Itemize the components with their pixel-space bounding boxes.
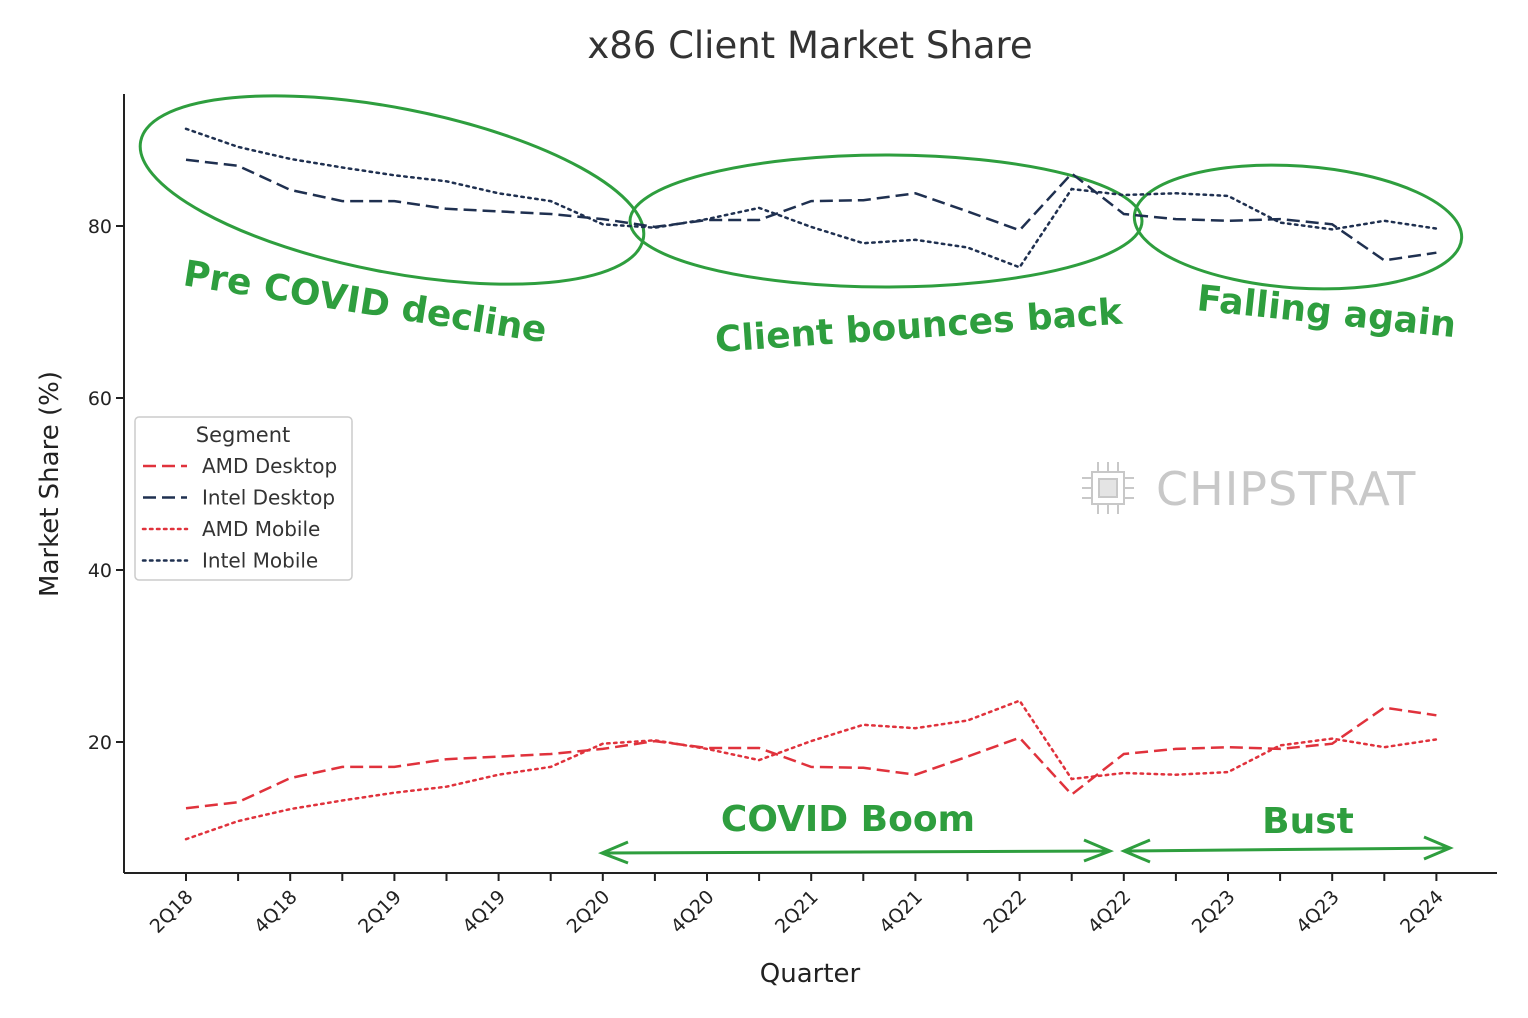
watermark: CHIPSTRAT — [1082, 462, 1416, 516]
y-tick-label: 80 — [88, 216, 112, 238]
bust-arrowhead-right — [1423, 835, 1454, 861]
covid-boom-arrowhead-right — [1083, 838, 1115, 863]
watermark-text: CHIPSTRAT — [1156, 462, 1416, 516]
bust-arrow-line — [1123, 846, 1451, 853]
legend-label: Intel Mobile — [202, 549, 318, 573]
x-tick-label: 2Q19 — [354, 886, 406, 938]
series-line-intel-mobile — [184, 127, 1438, 269]
legend-label: Intel Desktop — [202, 486, 335, 510]
legend: Segment AMD Desktop Intel Desktop AMD Mobi… — [134, 416, 353, 581]
annotation-covid-boom: COVID Boom — [721, 799, 975, 840]
pre-covid-ellipse — [138, 94, 646, 286]
x-tick-label: 4Q18 — [250, 886, 302, 938]
x-tick-label: 2Q23 — [1188, 886, 1240, 938]
covid-boom-arrowhead-left — [597, 840, 629, 865]
legend-title: Segment — [196, 423, 291, 447]
annotation-client-bounces-back: Client bounces back — [714, 292, 1125, 361]
x-tick-label: 2Q20 — [563, 886, 615, 938]
annotation-bust: Bust — [1262, 801, 1354, 842]
x-ticks: 2Q18 4Q18 2Q19 4Q19 2Q20 4Q20 2Q21 4Q21 2Q22 4Q22… — [146, 873, 1448, 938]
y-axis-label: Market Share (%) — [35, 371, 65, 597]
bounce-ellipse — [628, 153, 1144, 289]
legend-label: AMD Mobile — [202, 517, 320, 541]
annotations-layer: Pre COVID decline Client bounces back Fa… — [138, 94, 1464, 865]
chip-icon — [1082, 462, 1134, 514]
y-tick-label: 20 — [88, 732, 112, 754]
falling-ellipse — [1132, 163, 1464, 291]
bust-arrowhead-left — [1120, 838, 1151, 864]
covid-boom-arrow-line — [601, 849, 1111, 855]
x-tick-label: 4Q20 — [667, 886, 719, 938]
legend-entries: AMD Desktop Intel Desktop AMD Mobile Intel … — [141, 454, 337, 573]
x-tick-label: 2Q22 — [979, 886, 1031, 938]
x-tick-label: 2Q24 — [1396, 886, 1448, 938]
x-tick-label: 4Q23 — [1292, 886, 1344, 938]
chart-title: x86 Client Market Share — [587, 24, 1032, 67]
y-tick-label: 40 — [88, 560, 112, 582]
series-line-intel-desktop — [185, 158, 1437, 262]
x-tick-label: 2Q21 — [771, 886, 823, 938]
series-layer — [184, 127, 1438, 841]
x-tick-label: 4Q19 — [458, 886, 510, 938]
x-tick-label: 2Q18 — [146, 886, 198, 938]
x-tick-label: 4Q21 — [875, 886, 927, 938]
series-line-amd-mobile — [184, 699, 1438, 841]
series-line-amd-desktop — [185, 706, 1437, 810]
x-tick-label: 4Q22 — [1084, 886, 1136, 938]
y-ticks: 20 40 60 80 — [88, 216, 124, 754]
legend-label: AMD Desktop — [202, 454, 337, 478]
y-tick-label: 60 — [88, 388, 112, 410]
legend-box — [134, 416, 353, 581]
x-axis-label: Quarter — [760, 959, 861, 989]
